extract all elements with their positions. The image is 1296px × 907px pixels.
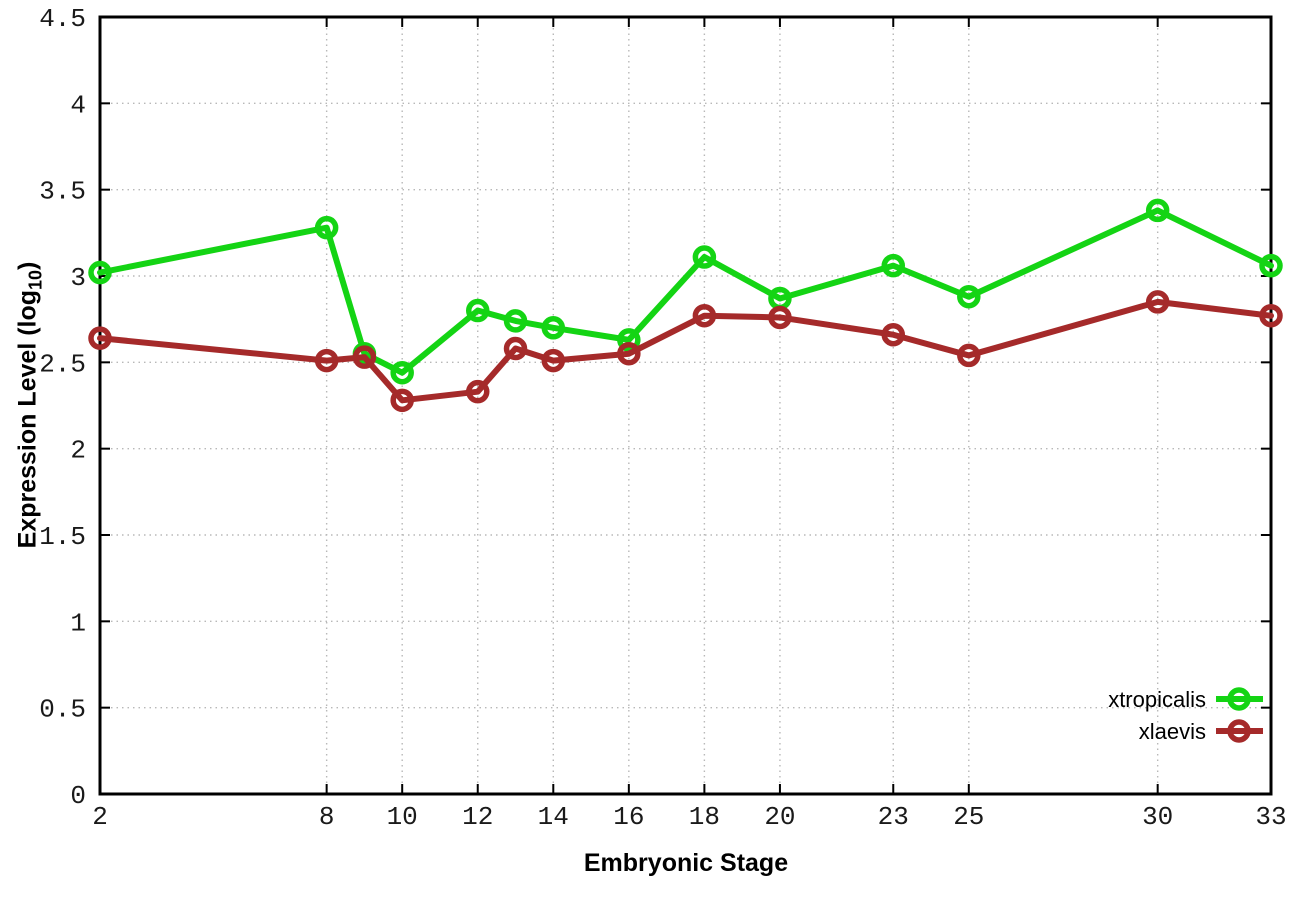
y-axis-title-subscript: 10 — [25, 269, 46, 290]
data-point-xtropicalis — [957, 284, 981, 309]
data-point-xlaevis — [1145, 290, 1170, 314]
y-tick-label: 0 — [70, 781, 86, 811]
data-point-xlaevis — [352, 345, 377, 369]
x-tick-label: 8 — [319, 802, 335, 832]
series-line-xlaevis — [97, 298, 1274, 404]
data-point-xtropicalis — [88, 260, 112, 285]
y-tick-label: 3 — [70, 263, 86, 293]
y-tick-label: 4 — [70, 90, 86, 120]
data-point-xtropicalis — [465, 298, 490, 323]
y-axis-title-text: Expression Level (log — [13, 289, 42, 549]
data-point-xlaevis — [503, 336, 528, 361]
y-tick-label: 0.5 — [39, 695, 86, 725]
x-tick-label: 12 — [462, 802, 493, 832]
data-point-xlaevis — [617, 341, 641, 366]
data-point-xlaevis — [390, 388, 414, 413]
x-tick-label: 16 — [613, 802, 644, 832]
x-tick-label: 30 — [1142, 802, 1173, 832]
legend-label-xtropicalis: xtropicalis — [1108, 687, 1206, 712]
data-point-xtropicalis — [1145, 198, 1170, 223]
data-point-xlaevis — [881, 322, 906, 347]
data-point-xlaevis — [692, 303, 717, 328]
y-tick-label: 1 — [70, 608, 86, 638]
data-point-xtropicalis — [881, 253, 906, 278]
data-point-xlaevis — [465, 379, 490, 404]
y-tick-label: 2.5 — [39, 349, 86, 379]
data-point-xtropicalis — [692, 245, 717, 269]
x-tick-label: 25 — [953, 802, 984, 832]
x-tick-label: 33 — [1255, 802, 1286, 832]
data-point-xtropicalis — [617, 328, 641, 352]
legend-marker-xtropicalis — [1227, 687, 1251, 711]
x-tick-label: 20 — [764, 802, 795, 832]
y-tick-label: 2 — [70, 436, 86, 466]
x-axis-title: Embryonic Stage — [583, 849, 789, 877]
data-point-xlaevis — [957, 343, 981, 368]
y-tick-label: 4.5 — [39, 4, 86, 34]
y-axis-title: Expression Level (log10) — [14, 262, 47, 549]
data-point-xlaevis — [1259, 303, 1283, 328]
data-point-xlaevis — [88, 326, 112, 350]
x-tick-label: 23 — [878, 802, 909, 832]
data-point-xlaevis — [768, 305, 792, 330]
y-tick-label: 1.5 — [39, 522, 86, 552]
y-tick-label: 3.5 — [39, 177, 86, 207]
series-line-xtropicalis — [97, 207, 1274, 376]
data-point-xlaevis — [541, 348, 566, 373]
x-tick-label: 14 — [538, 802, 569, 832]
data-point-xtropicalis — [314, 215, 339, 240]
y-axis-title-suffix: ) — [13, 261, 42, 270]
x-tick-label: 10 — [387, 802, 418, 832]
data-point-xtropicalis — [1259, 253, 1283, 278]
data-point-xtropicalis — [390, 360, 414, 385]
x-tick-label: 2 — [92, 802, 108, 832]
data-point-xtropicalis — [503, 309, 528, 333]
legend-label-xlaevis: xlaevis — [1139, 719, 1206, 744]
x-tick-label: 18 — [689, 802, 720, 832]
legend-marker-xlaevis — [1227, 719, 1251, 743]
data-point-xtropicalis — [541, 316, 566, 340]
plot-border — [98, 15, 1273, 796]
data-point-xlaevis — [314, 348, 339, 373]
